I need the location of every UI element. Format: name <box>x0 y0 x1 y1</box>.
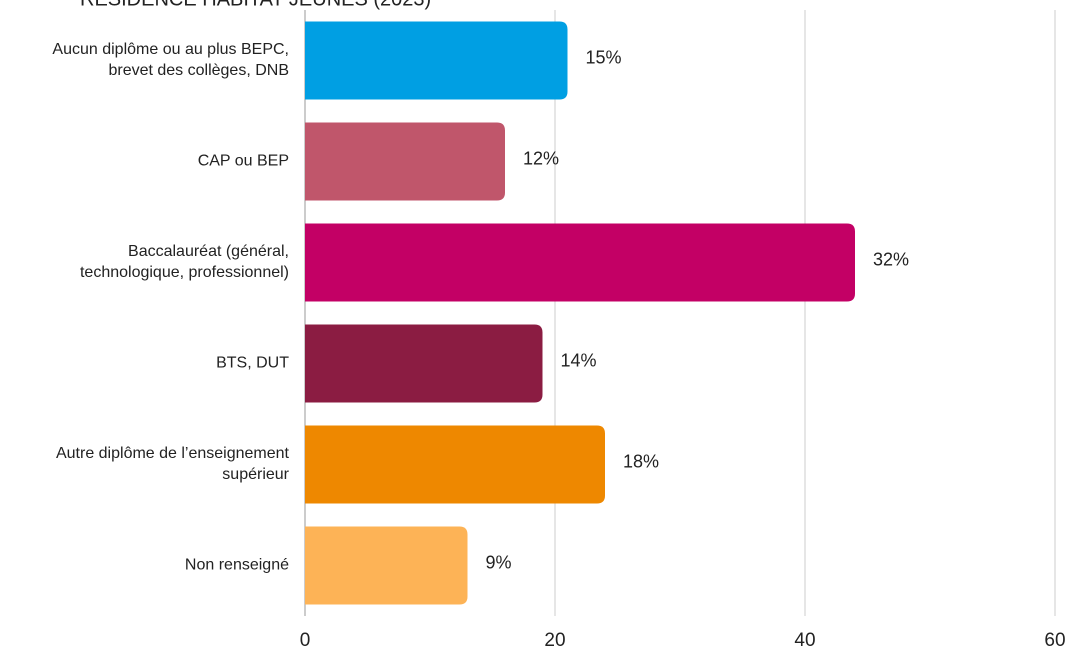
y-tick-label: CAP ou BEP <box>198 153 289 170</box>
bar <box>305 526 468 605</box>
bar <box>305 324 543 403</box>
value-label: 18% <box>623 451 659 471</box>
y-tick-label: Non renseigné <box>185 557 289 574</box>
chart-title: RÉSIDENCE HABITAT JEUNES (2023) <box>80 0 431 10</box>
bar <box>305 21 568 100</box>
value-label: 12% <box>523 148 559 168</box>
y-tick-label: Autre diplôme de l’enseignement supérieur <box>56 445 290 483</box>
x-tick-label: 20 <box>544 630 565 651</box>
x-tick-label: 0 <box>300 630 311 651</box>
bar <box>305 425 605 504</box>
y-tick-label: BTS, DUT <box>216 355 289 372</box>
x-tick-label: 40 <box>794 630 815 651</box>
bar <box>305 223 855 302</box>
value-label: 32% <box>873 249 909 269</box>
value-label: 14% <box>561 350 597 370</box>
x-tick-label: 60 <box>1044 630 1065 651</box>
y-tick-label: Aucun diplôme ou au plus BEPC, brevet des… <box>52 41 289 79</box>
bar <box>305 122 505 201</box>
value-label: 9% <box>486 552 512 572</box>
value-label: 15% <box>586 47 622 67</box>
y-tick-label: Baccalauréat (général, technologique, pro… <box>80 243 289 281</box>
